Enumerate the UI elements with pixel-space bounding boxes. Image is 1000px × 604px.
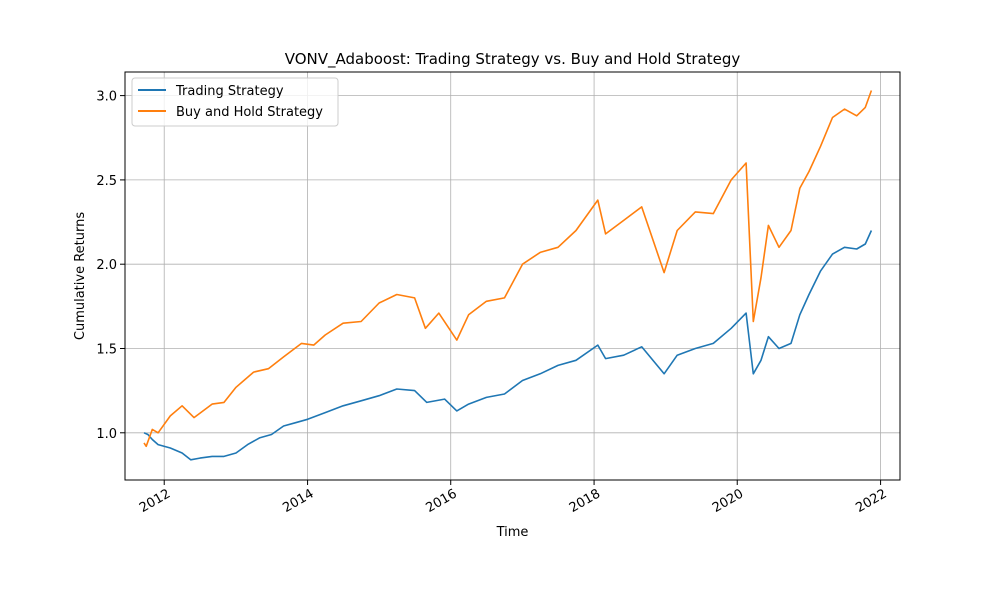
y-tick-label: 2.0 bbox=[96, 258, 117, 273]
chart-title: VONV_Adaboost: Trading Strategy vs. Buy … bbox=[285, 50, 741, 69]
x-axis-label: Time bbox=[496, 525, 529, 540]
series-line-trading-strategy bbox=[143, 230, 873, 461]
y-tick-label: 3.0 bbox=[96, 90, 117, 105]
legend-label-buy-and-hold-strategy: Buy and Hold Strategy bbox=[176, 105, 323, 120]
y-axis-label: Cumulative Returns bbox=[73, 212, 88, 340]
y-tick-label: 1.0 bbox=[96, 427, 117, 442]
legend-box bbox=[131, 77, 339, 127]
legend: Trading Strategy Buy and Hold Strategy bbox=[131, 77, 339, 127]
plot-area-frame bbox=[124, 71, 901, 481]
legend-label-trading-strategy: Trading Strategy bbox=[175, 84, 284, 99]
grid-layer bbox=[125, 72, 900, 480]
y-tick-label: 1.5 bbox=[96, 342, 117, 357]
series-layer bbox=[143, 90, 873, 461]
y-tick-label: 2.5 bbox=[96, 174, 117, 189]
series-line-buy-and-hold-strategy bbox=[143, 90, 873, 448]
